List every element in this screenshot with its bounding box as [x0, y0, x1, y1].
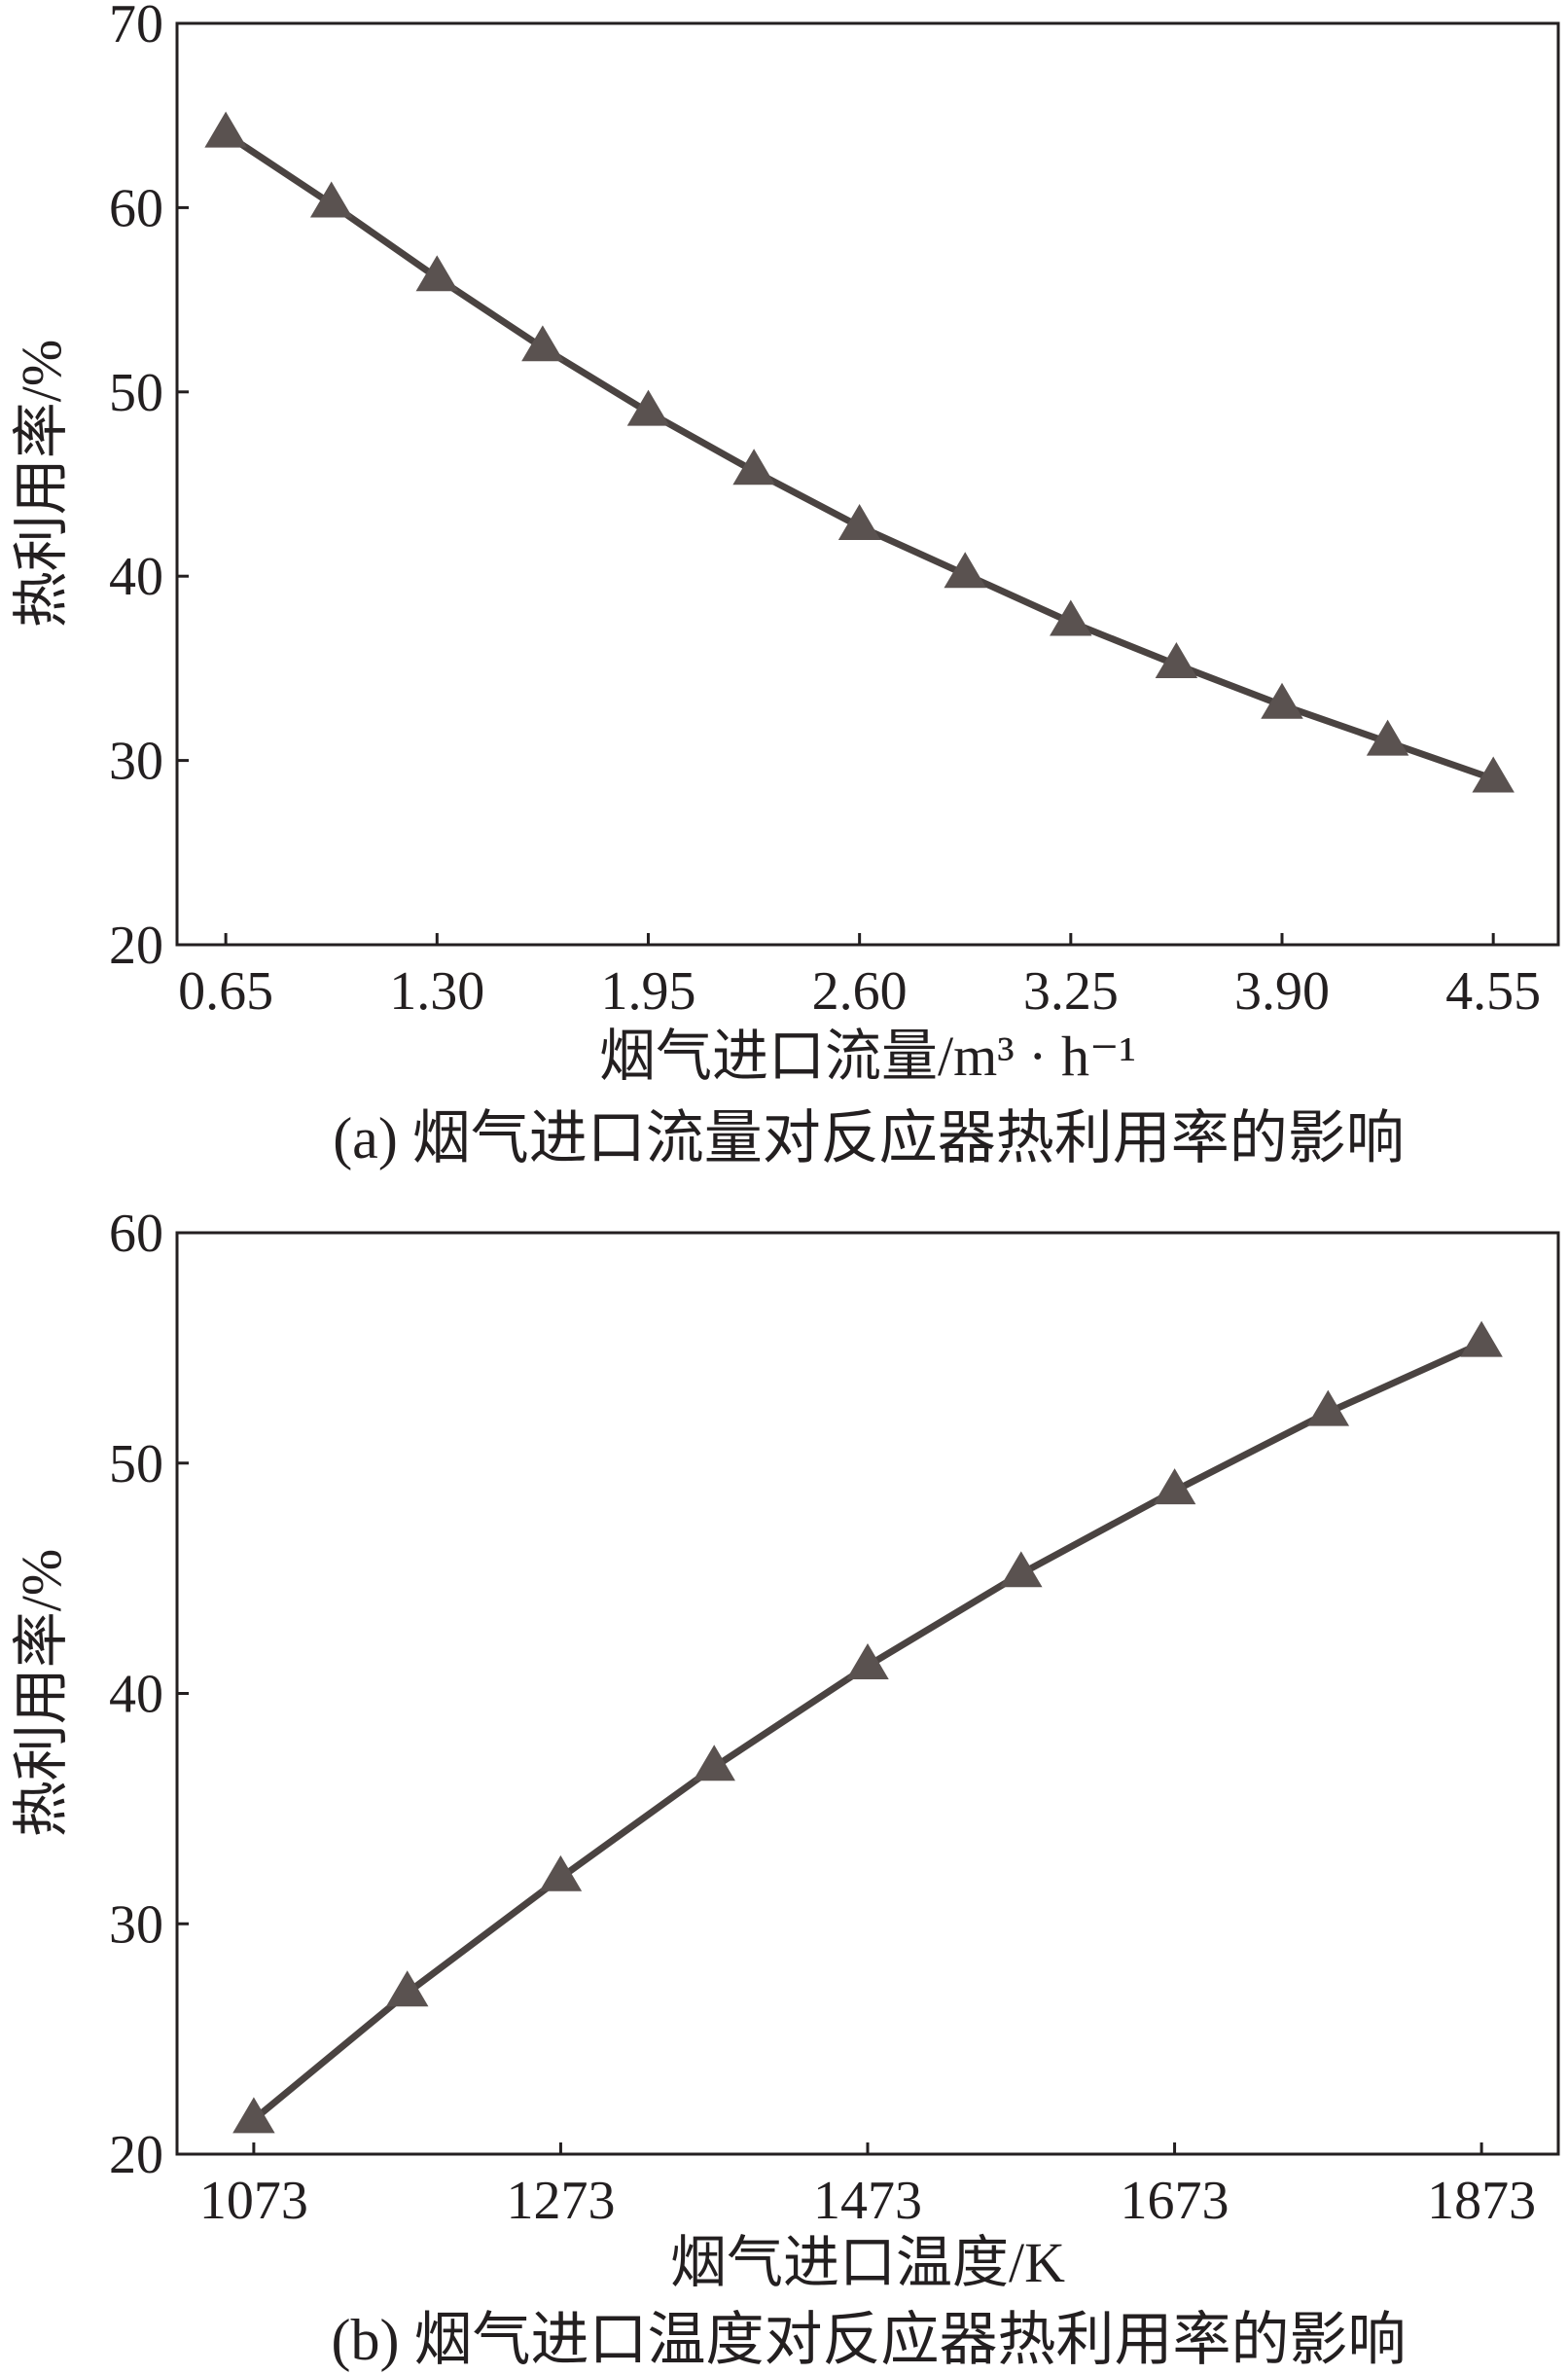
x-tick-label: 4.55 — [1445, 961, 1541, 1022]
triangle-data-point — [732, 449, 775, 486]
triangle-data-point — [1261, 682, 1303, 719]
caption-a: (a) 烟气进口流量对反应器热利用率的影响 — [333, 1106, 1405, 1170]
triangle-data-point — [232, 2097, 275, 2134]
triangle-data-point — [539, 1854, 583, 1891]
y-ticks-a: 20 30 40 50 60 70 — [109, 0, 189, 976]
series-a — [204, 111, 1515, 793]
triangle-data-point — [1472, 756, 1515, 793]
triangle-data-point — [944, 552, 986, 589]
y-axis-label-a: 热利用率/% — [10, 340, 73, 628]
plot-frame-a — [175, 21, 1560, 947]
y-tick-label: 60 — [109, 1204, 163, 1264]
y-tick-label: 70 — [109, 0, 163, 54]
x-ticks-a: 0.65 1.30 1.95 2.60 3.25 3.90 4.55 — [178, 933, 1541, 1022]
triangle-data-point — [626, 389, 670, 426]
y-tick-label: 20 — [109, 916, 163, 976]
x-tick-label: 1473 — [813, 2171, 922, 2231]
x-tick-label: 3.90 — [1234, 961, 1330, 1022]
triangle-data-point — [693, 1745, 735, 1781]
triangle-data-point — [837, 504, 881, 540]
triangle-data-point — [521, 325, 564, 362]
x-ticks-b: 1073 1273 1473 1673 1873 — [199, 2142, 1536, 2231]
y-tick-label: 30 — [109, 732, 163, 792]
x-axis-label-a: 烟气进口流量/m³ · h⁻¹ — [599, 1025, 1136, 1088]
x-tick-label: 3.25 — [1023, 961, 1119, 1022]
chart-panel-b: 20 30 40 50 60 1073 1273 1473 1673 1873 烟气进口温度/K… — [10, 1204, 1560, 2372]
triangle-data-point — [309, 181, 353, 218]
triangle-data-point — [1460, 1320, 1503, 1357]
y-axis-label-b: 热利用率/% — [10, 1549, 73, 1837]
triangle-data-point — [1153, 1468, 1196, 1505]
triangle-data-point — [1050, 599, 1092, 636]
x-tick-label: 1.30 — [389, 961, 484, 1022]
x-axis-label-b: 烟气进口温度/K — [670, 2231, 1065, 2294]
x-tick-label: 1673 — [1121, 2171, 1229, 2231]
triangle-data-point — [385, 1970, 429, 2007]
triangle-data-point — [1306, 1389, 1350, 1426]
series-b — [232, 1320, 1503, 2134]
chart-panel-a: 20 30 40 50 60 70 0.65 1.30 1.95 2.60 3.25 3.90 4.5… — [10, 0, 1560, 1170]
y-tick-label: 40 — [109, 1665, 163, 1725]
triangle-data-point — [415, 255, 459, 292]
triangle-data-point — [1155, 642, 1198, 678]
y-tick-label: 50 — [109, 363, 163, 423]
series-line — [224, 130, 1495, 782]
x-tick-label: 1073 — [199, 2171, 308, 2231]
x-tick-label: 1.95 — [600, 961, 695, 1022]
x-tick-label: 2.60 — [812, 961, 908, 1022]
triangle-data-point — [204, 111, 247, 148]
triangle-data-point — [1366, 719, 1409, 756]
y-tick-label: 40 — [109, 547, 163, 607]
triangle-data-point — [1000, 1551, 1043, 1588]
y-tick-label: 50 — [109, 1434, 163, 1494]
caption-b: (b) 烟气进口温度对反应器热利用率的影响 — [332, 2308, 1407, 2372]
y-tick-label: 60 — [109, 178, 163, 238]
x-tick-label: 1873 — [1427, 2171, 1536, 2231]
y-tick-label: 20 — [109, 2125, 163, 2185]
y-ticks-b: 20 30 40 50 60 — [109, 1204, 189, 2185]
series-line — [251, 1340, 1483, 2123]
triangle-data-point — [846, 1643, 889, 1679]
y-tick-label: 30 — [109, 1894, 163, 1955]
x-tick-label: 1273 — [506, 2171, 615, 2231]
x-tick-label: 0.65 — [178, 961, 273, 1022]
